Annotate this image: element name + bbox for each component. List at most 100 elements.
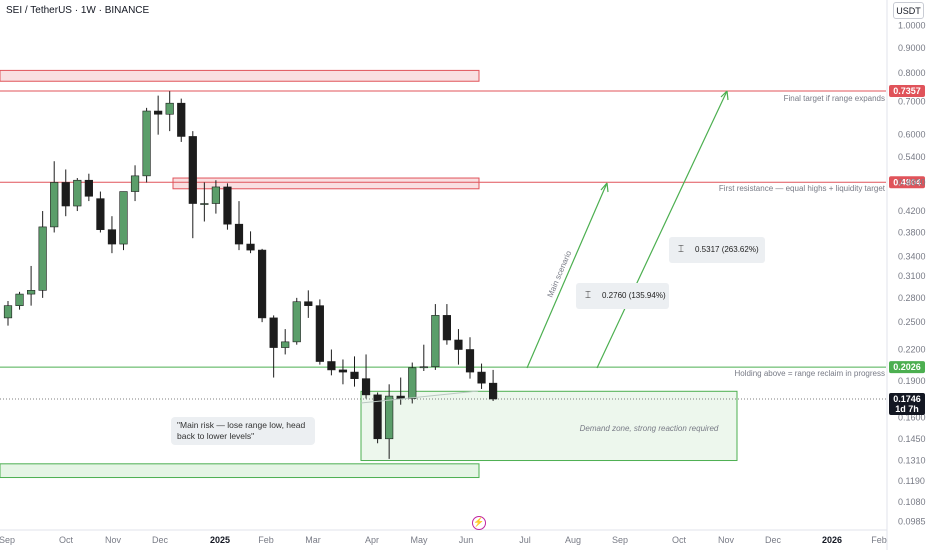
level-label: 0.7357 [893,86,921,96]
level-label-bg [889,361,925,374]
y-tick-label: 0.2800 [898,293,926,303]
tradingview-logo-icon[interactable]: ⚡ [472,516,486,530]
countdown-label: 1d 7h [895,404,919,414]
current-price-label-bg [889,393,925,415]
zone-support [0,463,480,479]
y-tick-label: 0.4200 [898,206,926,216]
candle-bull [431,315,440,368]
candle-bear [246,243,255,251]
y-tick-label: 0.2200 [898,345,926,355]
measure-box-1: ⌶ 0.2760 (135.94%) [576,283,669,309]
measure-icon: ⌶ [678,244,684,255]
y-tick-label: 0.0985 [898,517,926,527]
candle-bull [200,203,209,205]
y-tick-label: 0.5400 [898,152,926,162]
candle-bear [361,378,371,396]
candle-bear [327,361,336,371]
currency-button[interactable]: USDT [893,2,924,19]
candle-bull [50,182,59,228]
candle-bear [465,349,475,373]
x-tick-label: Dec [152,535,169,545]
candle-bear [177,102,186,137]
measure-1-text: 0.2760 (135.94%) [602,291,666,300]
x-tick-label: Mar [305,535,321,545]
x-tick-label: May [410,535,428,545]
candle-bull [211,186,221,204]
y-tick-label: 0.9000 [898,43,926,53]
candle-bear [396,395,405,399]
annotation-holding-above: Holding above = range reclaim in progres… [734,369,885,378]
candle-bear [96,198,105,230]
candle-bull [165,102,174,115]
y-tick-label: 0.3800 [898,227,926,237]
main-risk-note: "Main risk — lose range low, head back t… [171,417,315,445]
x-tick-label: Sep [0,535,15,545]
candle-bear [488,382,498,400]
current-price-label: 0.1746 [893,394,921,404]
candle-bear [154,110,163,115]
x-tick-label: Jun [459,535,474,545]
zone-resistance [172,177,480,190]
y-tick-label: 0.1190 [898,476,925,486]
scenario-arrow-1 [526,182,608,369]
candle-bear [477,371,486,384]
candle-bear [315,305,324,362]
y-tick-label: 0.1080 [898,497,926,507]
y-tick-label: 0.6000 [898,130,926,140]
x-tick-label: Jul [519,535,531,545]
candle-bear [304,301,313,306]
x-tick-label: Nov [718,535,735,545]
y-tick-label: 0.1900 [898,376,926,386]
scenario-arrow-2 [596,90,728,369]
candle-bear [350,371,359,379]
candle-bear [234,223,244,245]
level-label-bg [889,176,925,189]
candle-bear [338,369,348,373]
candle-bull [292,301,301,343]
y-tick-label: 0.7000 [898,97,926,107]
y-tick-label: 0.1310 [898,456,926,466]
y-tick-label: 0.3400 [898,251,926,261]
x-tick-label: Oct [59,535,74,545]
candle-bear [442,315,452,341]
x-tick-label: 2025 [210,535,230,545]
y-tick-label: 0.1600 [898,413,926,423]
x-tick-label: Feb [871,535,887,545]
annotation-demand-zone: Demand zone, strong reaction required [580,424,719,433]
candle-bear [373,394,382,440]
measure-2-text: 0.5317 (263.62%) [695,245,759,254]
candle-bear [454,339,463,350]
candle-bull [26,290,36,295]
candle-bull [419,366,428,369]
x-tick-label: Dec [765,535,782,545]
arrow-head-1 [600,182,609,193]
zone-resistance [0,69,480,82]
candle-bull [119,191,128,245]
candle-bull [3,305,13,319]
candle-bull [73,179,82,207]
annotation-final-target: Final target if range expands [784,94,885,103]
y-tick-label: 0.4800 [898,177,926,187]
x-tick-label: Sep [612,535,628,545]
chart-title: SEI / TetherUS · 1W · BINANCE [6,5,150,16]
candle-bear [223,186,232,225]
candle-bull [38,226,47,291]
candle-bull [15,293,24,306]
candle-bear [84,179,93,197]
candle-bull [408,367,417,399]
level-label: 0.4804 [893,177,921,187]
x-tick-label: Feb [258,535,274,545]
level-label-bg [889,85,925,97]
range-connector [360,390,479,404]
candle-bull [281,341,290,348]
measure-icon: ⌶ [585,290,591,301]
y-tick-label: 0.1450 [898,434,926,444]
x-tick-label: 2026 [822,535,842,545]
candle-bull [142,110,151,177]
level-label: 0.2026 [893,362,921,372]
x-tick-label: Oct [672,535,687,545]
candle-bear [61,182,70,207]
candle-bear [107,229,117,245]
candle-bull [130,175,140,192]
